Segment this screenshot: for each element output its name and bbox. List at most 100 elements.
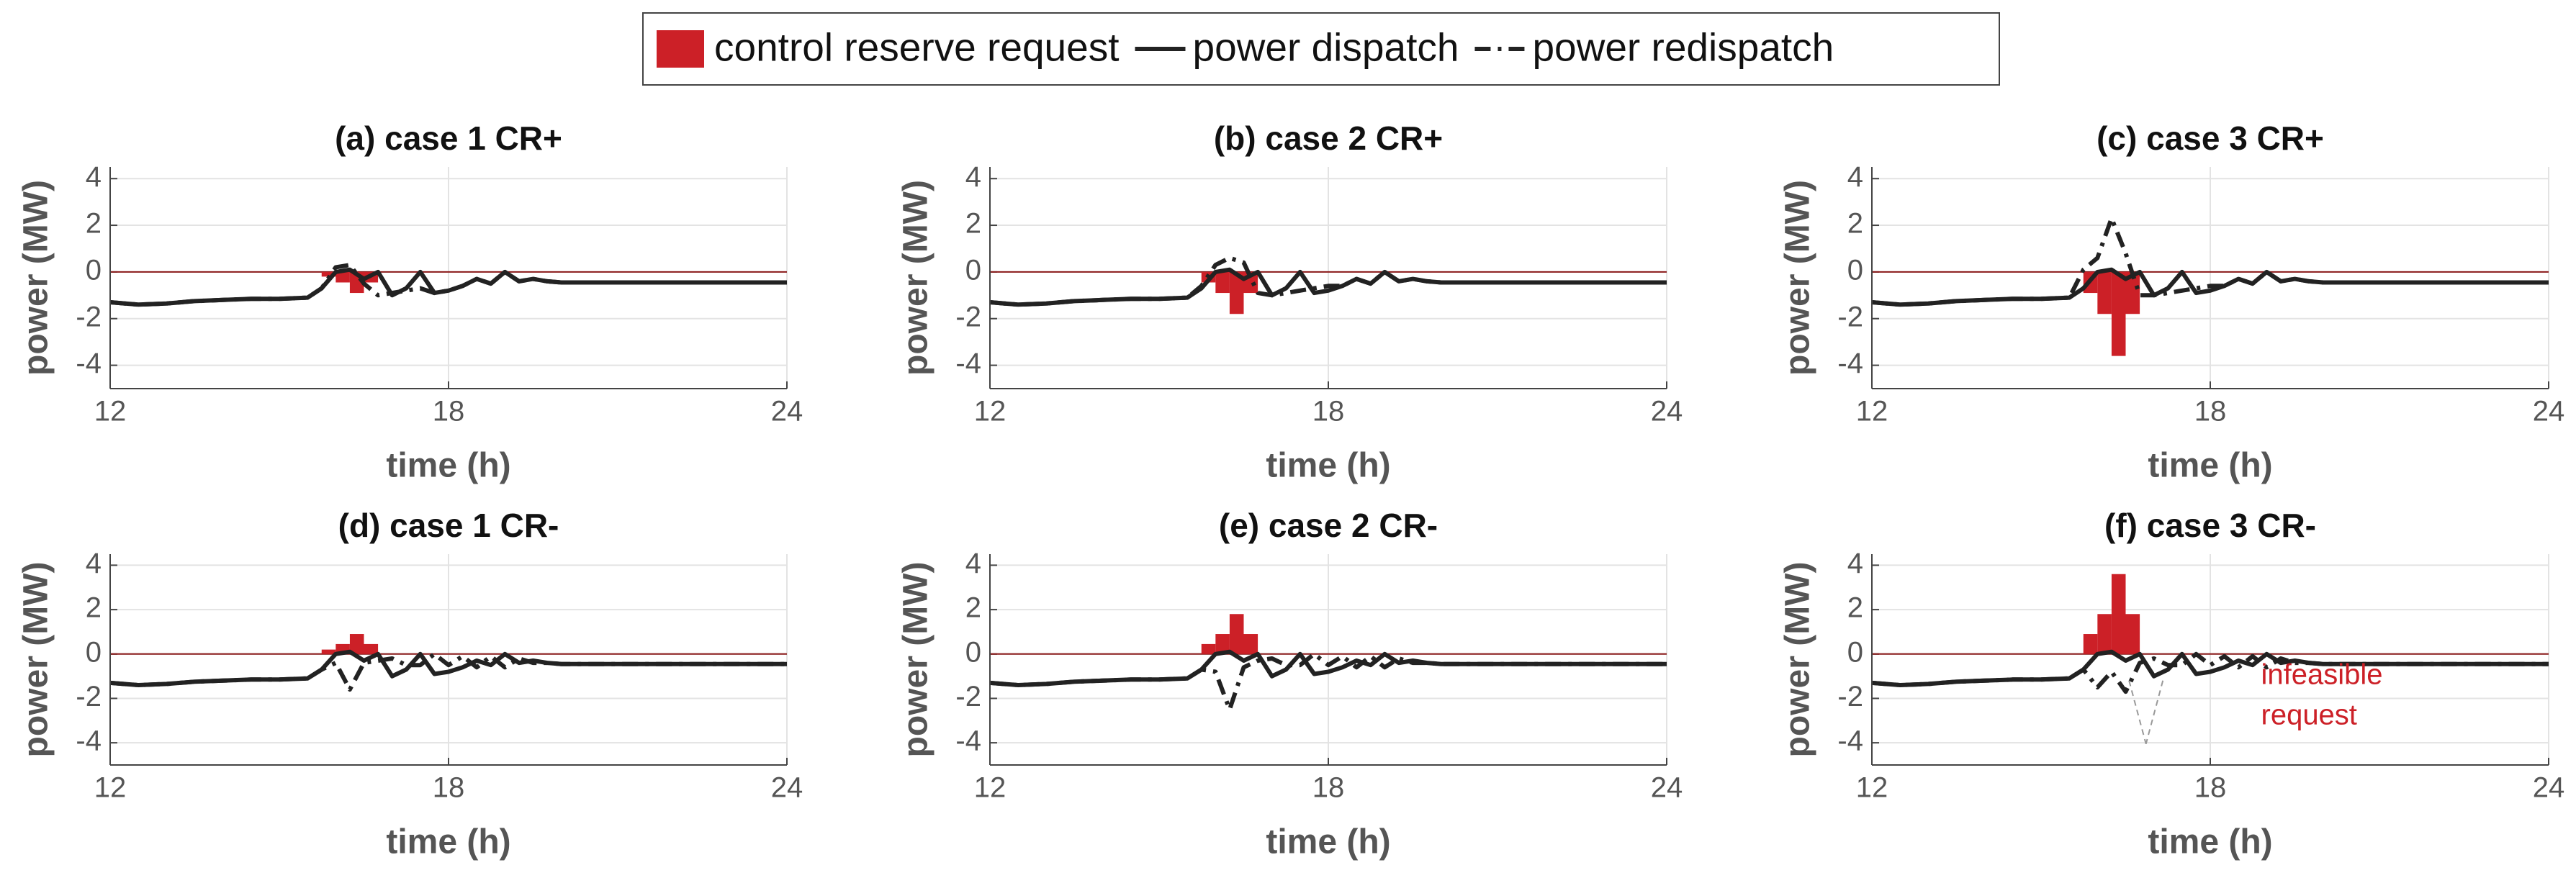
request-bar — [1215, 271, 1230, 294]
x-axis-label: time (h) — [386, 823, 510, 861]
legend-swatch — [657, 30, 704, 68]
y-tick-label: 4 — [1847, 548, 1863, 579]
y-tick-label: 2 — [86, 592, 102, 624]
y-axis-label: power (MW) — [1779, 180, 1817, 376]
y-tick-label: -2 — [1837, 301, 1863, 332]
y-tick-label: -4 — [955, 725, 981, 757]
annotation-leader — [2128, 680, 2147, 744]
redispatch-line — [110, 651, 787, 692]
y-tick-label: 2 — [1847, 208, 1863, 240]
x-tick-label: 18 — [1312, 396, 1345, 427]
redispatch-line — [990, 651, 1667, 712]
request-bar — [2083, 634, 2098, 654]
request-bar — [364, 643, 379, 654]
y-tick-label: 0 — [86, 254, 102, 286]
x-tick-label: 18 — [2194, 396, 2227, 427]
request-bar — [349, 634, 364, 654]
y-tick-label: 0 — [86, 636, 102, 668]
request-bar — [335, 271, 350, 283]
x-axis-label: time (h) — [386, 447, 510, 485]
subplot-title: (f) case 3 CR- — [2104, 507, 2316, 544]
y-tick-label: -4 — [955, 348, 981, 379]
x-tick-label: 18 — [433, 772, 465, 804]
x-tick-label: 18 — [1312, 772, 1345, 804]
y-tick-label: -4 — [1837, 725, 1863, 757]
legend-label: control reserve request — [714, 25, 1120, 70]
legend-label: power redispatch — [1532, 25, 1834, 70]
y-axis-label: power (MW) — [17, 180, 55, 376]
request-bar — [1243, 634, 1258, 654]
x-axis-label: time (h) — [2148, 823, 2272, 861]
y-tick-label: 2 — [965, 208, 981, 240]
request-bar — [2125, 614, 2140, 654]
subplot-title: (e) case 2 CR- — [1219, 507, 1438, 544]
request-bar — [2125, 271, 2140, 314]
y-axis-label: power (MW) — [1779, 562, 1817, 758]
x-tick-label: 24 — [1651, 772, 1683, 804]
x-axis-label: time (h) — [2148, 447, 2272, 485]
request-bar — [1229, 271, 1244, 314]
x-axis-label: time (h) — [1266, 823, 1390, 861]
annotation-leader — [2145, 680, 2164, 744]
request-bar — [2111, 574, 2126, 654]
x-tick-label: 12 — [974, 396, 1006, 427]
y-tick-label: -4 — [76, 725, 102, 757]
request-bar — [1215, 634, 1230, 654]
y-tick-label: 4 — [965, 161, 981, 193]
subplot-title: (d) case 1 CR- — [338, 507, 559, 544]
x-tick-label: 18 — [433, 396, 465, 427]
x-tick-label: 12 — [94, 396, 127, 427]
x-tick-label: 24 — [771, 772, 803, 804]
x-tick-label: 24 — [2533, 772, 2565, 804]
request-bar — [321, 649, 336, 654]
y-tick-label: 0 — [965, 636, 981, 668]
y-tick-label: -2 — [76, 301, 102, 332]
redispatch-line — [1872, 651, 2549, 694]
x-tick-label: 18 — [2194, 772, 2227, 804]
y-tick-label: 4 — [1847, 161, 1863, 193]
y-tick-label: -2 — [955, 681, 981, 712]
request-bar — [2097, 271, 2112, 314]
y-tick-label: 4 — [965, 548, 981, 579]
annotation: request — [2261, 699, 2357, 731]
redispatch-line — [990, 255, 1667, 307]
y-tick-label: 0 — [965, 254, 981, 286]
subplot-title: (b) case 2 CR+ — [1214, 119, 1443, 157]
x-tick-label: 24 — [2533, 396, 2565, 427]
subplot-title: (a) case 1 CR+ — [335, 119, 562, 157]
legend-box — [642, 12, 2000, 86]
x-tick-label: 24 — [1651, 396, 1683, 427]
y-axis-label: power (MW) — [897, 180, 935, 376]
request-bar — [2111, 271, 2126, 356]
y-tick-label: 4 — [86, 548, 102, 579]
y-tick-label: 0 — [1847, 254, 1863, 286]
request-bar — [1201, 643, 1216, 654]
redispatch-line — [110, 263, 787, 307]
y-tick-label: 4 — [86, 161, 102, 193]
x-tick-label: 12 — [974, 772, 1006, 804]
x-tick-label: 24 — [771, 396, 803, 427]
y-axis-label: power (MW) — [17, 562, 55, 758]
y-tick-label: -2 — [76, 681, 102, 712]
request-bar — [321, 271, 336, 277]
request-bar — [1229, 614, 1244, 654]
y-axis-label: power (MW) — [897, 562, 935, 758]
y-tick-label: 0 — [1847, 636, 1863, 668]
x-axis-label: time (h) — [1266, 447, 1390, 485]
request-bar — [2097, 614, 2112, 654]
y-tick-label: 2 — [86, 208, 102, 240]
x-tick-label: 12 — [94, 772, 127, 804]
y-tick-label: -4 — [76, 348, 102, 379]
y-tick-label: -4 — [1837, 348, 1863, 379]
x-tick-label: 12 — [1856, 772, 1888, 804]
x-tick-label: 12 — [1856, 396, 1888, 427]
legend: control reserve request power dispatch pow… — [642, 12, 2000, 86]
